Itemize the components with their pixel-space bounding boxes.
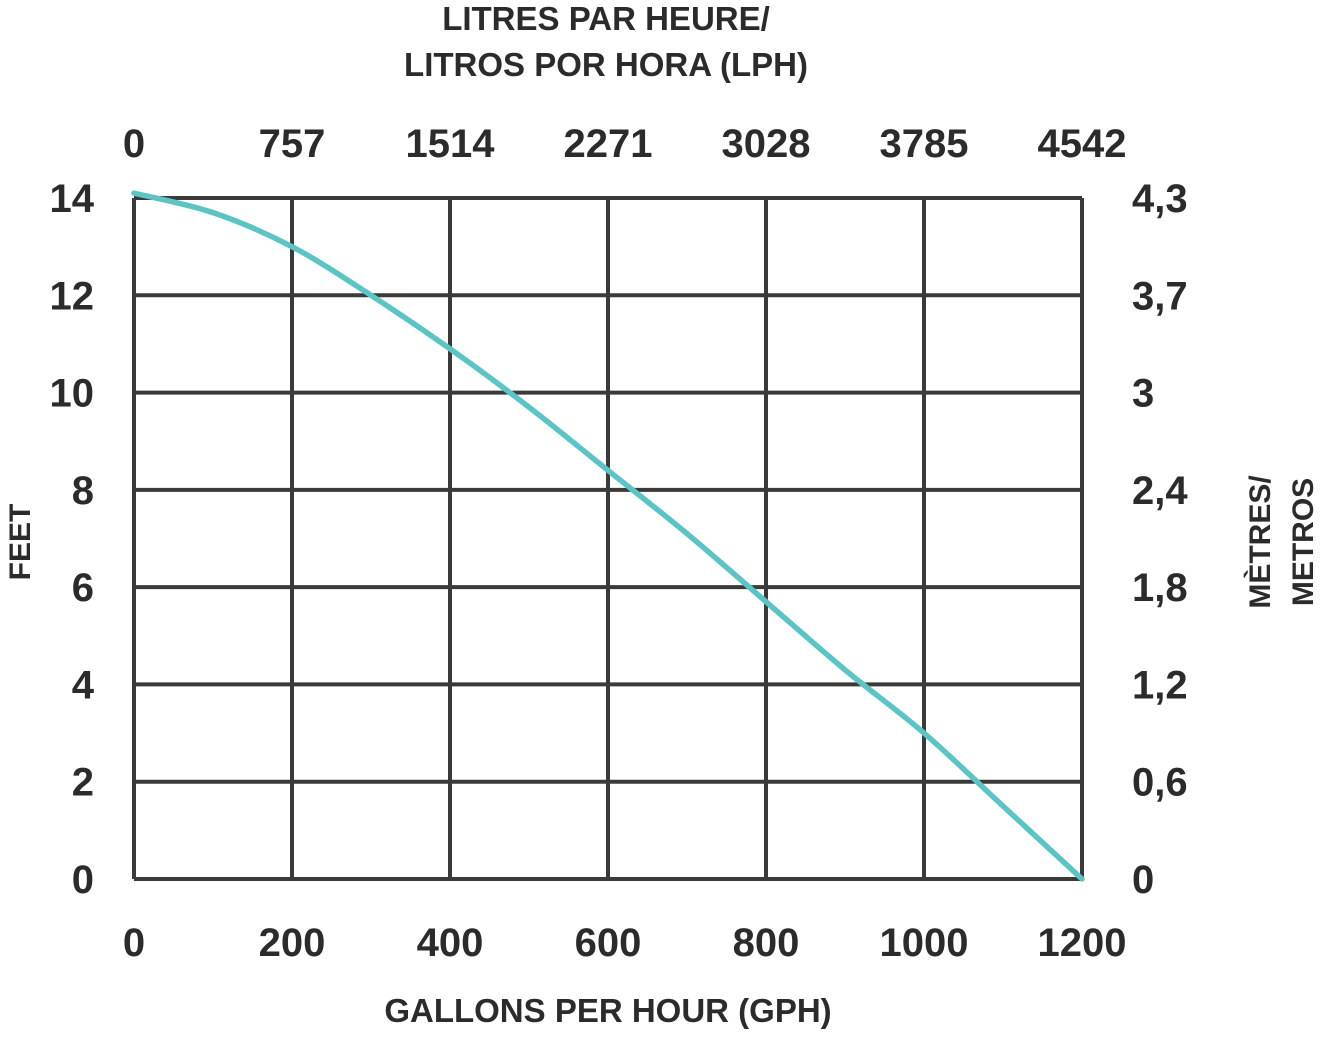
y-axis-title-left: FEET [4, 504, 37, 581]
y-right-tick-label: 0,6 [1132, 761, 1188, 805]
x-tick-label: 1200 [1038, 921, 1127, 965]
top-axis-title-line1: LITRES PAR HEURE/ [442, 0, 770, 37]
y-tick-label: 6 [72, 566, 94, 610]
series-layer [131, 190, 1085, 882]
y-tick-label: 12 [50, 274, 95, 318]
x-tick-label: 600 [575, 921, 642, 965]
series-line [131, 190, 1085, 882]
x-top-tick-label: 757 [259, 122, 326, 166]
x-top-tick-label: 3785 [880, 122, 969, 166]
x-tick-label: 1000 [880, 921, 969, 965]
grid [132, 196, 1084, 881]
y-tick-label: 0 [72, 858, 94, 902]
y-right-tick-label: 1,8 [1132, 566, 1188, 610]
x-tick-label: 0 [123, 921, 145, 965]
y-right-tick-label: 3 [1132, 372, 1154, 416]
y-tick-label: 14 [50, 177, 95, 221]
x-top-tick-label: 4542 [1038, 122, 1127, 166]
y-right-tick-label: 0 [1132, 858, 1154, 902]
x-tick-label: 200 [259, 921, 326, 965]
y-right-tick-label: 4,3 [1132, 177, 1188, 221]
x-top-tick-label: 3028 [722, 122, 811, 166]
x-axis-title: GALLONS PER HOUR (GPH) [384, 992, 831, 1029]
top-axis-title-line2: LITROS POR HORA (LPH) [404, 46, 808, 83]
y-tick-label: 10 [50, 372, 95, 416]
y-right-tick-label: 3,7 [1132, 274, 1188, 318]
x-top-tick-label: 2271 [564, 122, 653, 166]
y-axis-title-right-line2: METROS [1287, 478, 1320, 606]
x-top-tick-label: 1514 [406, 122, 496, 166]
y-right-tick-label: 1,2 [1132, 663, 1188, 707]
x-tick-label: 400 [417, 921, 484, 965]
y-tick-label: 2 [72, 761, 94, 805]
y-tick-label: 4 [72, 663, 95, 707]
y-tick-label: 8 [72, 469, 94, 513]
y-right-tick-label: 2,4 [1132, 469, 1188, 513]
y-axis-title-right-line1: MÈTRES/ [1243, 475, 1277, 609]
x-tick-label: 800 [733, 921, 800, 965]
x-top-tick-label: 0 [123, 122, 145, 166]
